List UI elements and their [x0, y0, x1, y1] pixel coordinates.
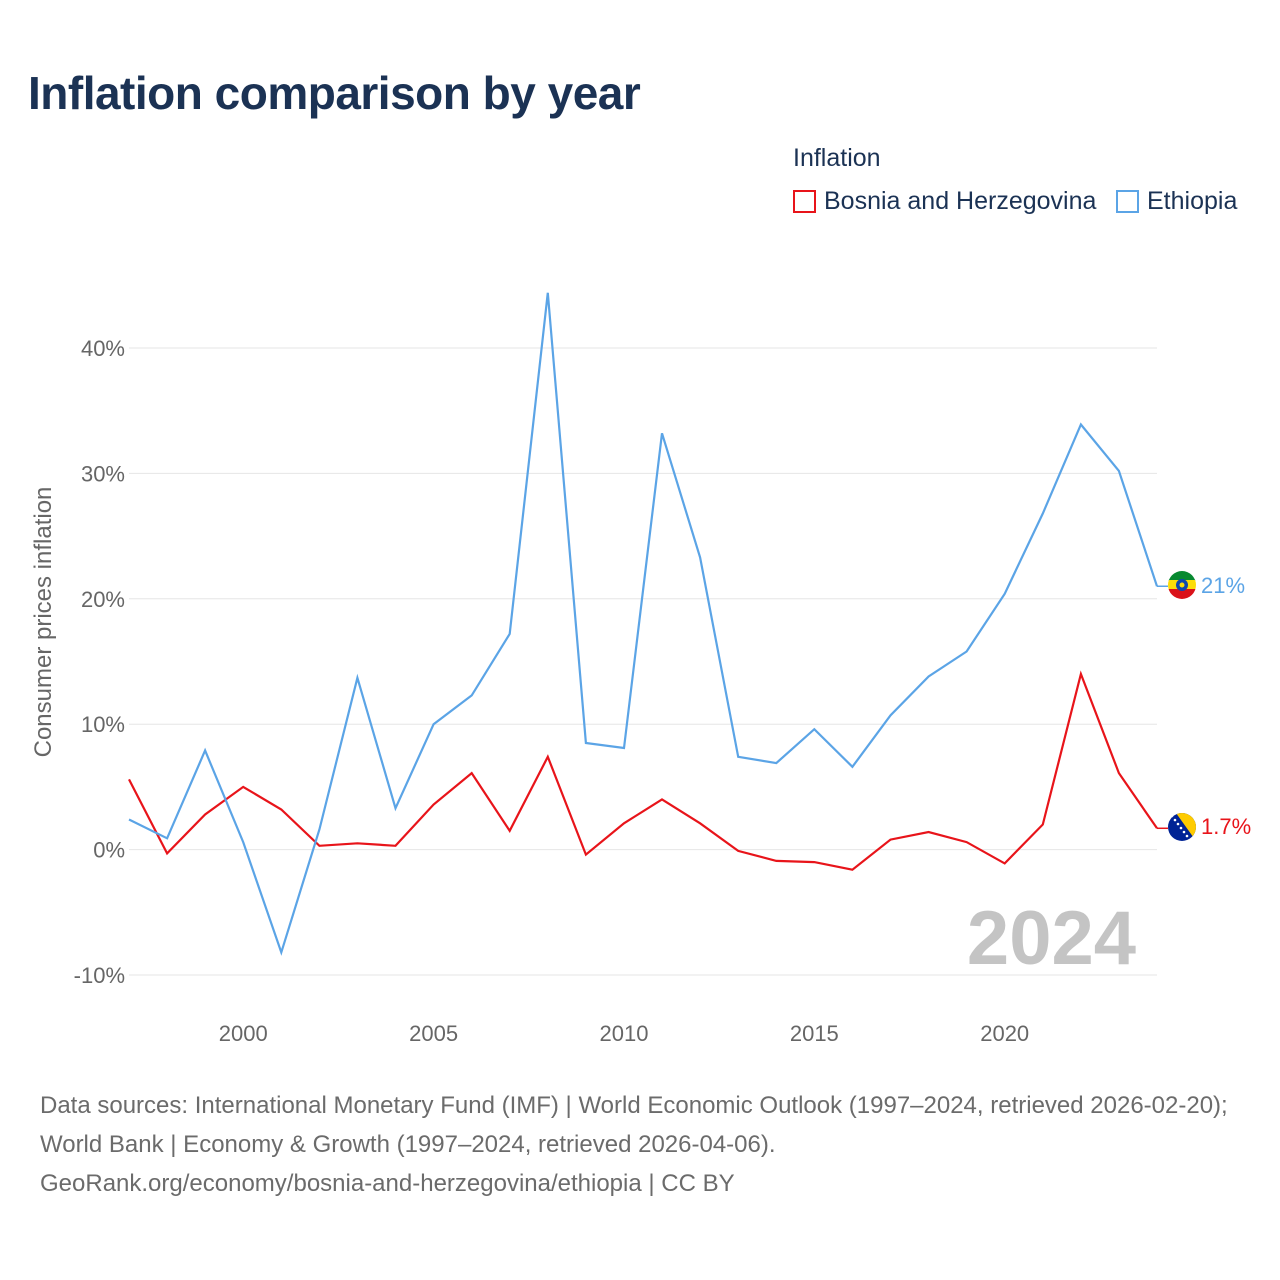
legend-swatch-bosnia: [793, 189, 816, 213]
data-sources-footer: Data sources: International Monetary Fun…: [40, 1086, 1250, 1203]
x-axis-ticks: 2000 2005 2010 2015 2020: [219, 1021, 1029, 1046]
y-tick-label: 20%: [81, 587, 125, 612]
legend-title: Inflation: [793, 144, 881, 172]
y-axis-ticks: 40% 30% 20% 10% 0% -10%: [74, 336, 125, 988]
x-tick-label: 2005: [409, 1021, 458, 1046]
chart-title: Inflation comparison by year: [28, 67, 641, 119]
bosnia-end-label: 1.7%: [1201, 814, 1251, 839]
series-line-bosnia[interactable]: [128, 670, 1158, 871]
ethiopia-flag-icon: [1168, 571, 1196, 599]
legend-item-bosnia[interactable]: Bosnia and Herzegovina: [793, 186, 1096, 216]
bosnia-flag-icon: [1168, 813, 1196, 841]
ethiopia-end-label: 21%: [1201, 573, 1245, 598]
x-tick-label: 2000: [219, 1021, 268, 1046]
y-tick-label: -10%: [74, 963, 125, 988]
x-tick-label: 2015: [790, 1021, 839, 1046]
y-tick-label: 30%: [81, 461, 125, 486]
series-line-ethiopia[interactable]: [128, 292, 1159, 956]
x-tick-label: 2010: [599, 1021, 648, 1046]
y-tick-label: 40%: [81, 336, 125, 361]
legend-label-bosnia: Bosnia and Herzegovina: [824, 186, 1097, 215]
legend-item-ethiopia[interactable]: Ethiopia: [1116, 186, 1237, 216]
y-tick-label: 0%: [93, 838, 125, 863]
legend-swatch-ethiopia: [1116, 189, 1139, 213]
gridlines: [129, 347, 1157, 976]
footer-sources: Data sources: International Monetary Fun…: [40, 1092, 1228, 1158]
y-axis-label: Consumer prices inflation: [30, 487, 57, 758]
y-tick-label: 10%: [81, 712, 125, 737]
footer-attribution[interactable]: GeoRank.org/economy/bosnia-and-herzegovi…: [40, 1170, 735, 1197]
series-lines: [128, 292, 1168, 956]
year-watermark: 2024: [967, 896, 1136, 981]
x-tick-label: 2020: [980, 1021, 1029, 1046]
legend-label-ethiopia: Ethiopia: [1147, 186, 1238, 215]
